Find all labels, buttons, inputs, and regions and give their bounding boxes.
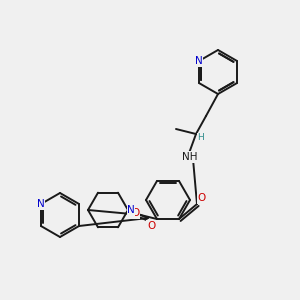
Text: O: O	[198, 193, 206, 203]
Text: N: N	[195, 56, 203, 66]
Text: N: N	[127, 205, 135, 215]
Text: NH: NH	[182, 152, 198, 162]
Text: O: O	[131, 208, 139, 218]
Text: O: O	[147, 221, 155, 231]
Text: H: H	[198, 134, 204, 142]
Text: N: N	[37, 199, 45, 209]
